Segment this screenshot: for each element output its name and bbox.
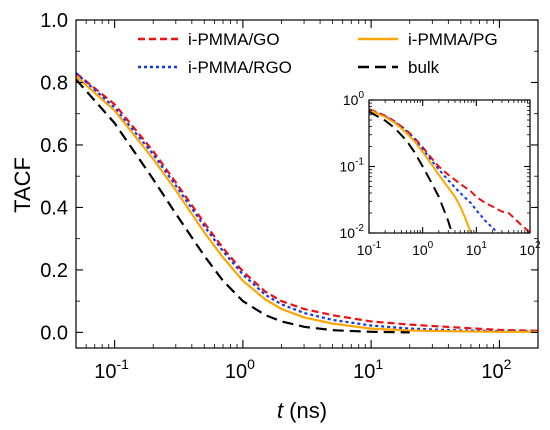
y-tick-label: 0.0 xyxy=(40,322,68,344)
main-plot-frame xyxy=(75,19,539,349)
x-tick-label: 102 xyxy=(481,356,511,383)
inset-y-tick-label: 100 xyxy=(343,90,365,108)
inset-background xyxy=(369,100,530,233)
inset-plot-curves xyxy=(369,108,530,233)
main-series-line-1 xyxy=(76,72,538,333)
inset-series-line-3 xyxy=(369,110,453,233)
y-tick-label: 0.8 xyxy=(40,72,68,94)
inset-x-tick-label: 10-1 xyxy=(357,240,382,258)
main-series-line-2 xyxy=(76,75,538,333)
legend-label-0: i-PMMA/GO xyxy=(188,30,280,49)
x-axis-variable: t xyxy=(277,398,284,423)
legend-label-3: bulk xyxy=(408,58,440,77)
inset-x-tick-label: 102 xyxy=(519,240,541,258)
x-axis-unit: (ns) xyxy=(283,398,327,423)
legend-label-2: i-PMMA/PG xyxy=(408,30,498,49)
x-tick-label: 100 xyxy=(225,356,255,383)
inset-series-line-2 xyxy=(369,108,473,233)
legend: i-PMMA/GO i-PMMA/RGO i-PMMA/PG bulk xyxy=(138,30,498,77)
legend-label-1: i-PMMA/RGO xyxy=(188,58,292,77)
y-tick-label: 0.4 xyxy=(40,197,68,219)
inset-x-tick-label: 101 xyxy=(466,240,488,258)
main-plot-curves xyxy=(76,72,538,334)
y-axis-label: TACF xyxy=(10,157,35,213)
inset-y-tick-label: 10-2 xyxy=(340,223,365,241)
x-tick-label: 10-1 xyxy=(94,356,129,383)
y-tick-label: 1.0 xyxy=(40,10,68,32)
y-tick-label: 0.6 xyxy=(40,135,68,157)
x-tick-label: 101 xyxy=(353,356,383,383)
main-plot-ticks: 0.0 0.2 0.4 0.6 0.8 1.0 10-1 100 101 102 xyxy=(40,10,538,383)
main-series-line-0 xyxy=(76,72,538,332)
inset-series-line-1 xyxy=(369,108,499,233)
inset-y-tick-label: 10-1 xyxy=(340,157,365,175)
x-axis-label: t (ns) xyxy=(277,398,327,423)
inset-x-tick-label: 100 xyxy=(412,240,434,258)
y-tick-label: 0.2 xyxy=(40,260,68,282)
main-series-line-3 xyxy=(76,78,410,334)
